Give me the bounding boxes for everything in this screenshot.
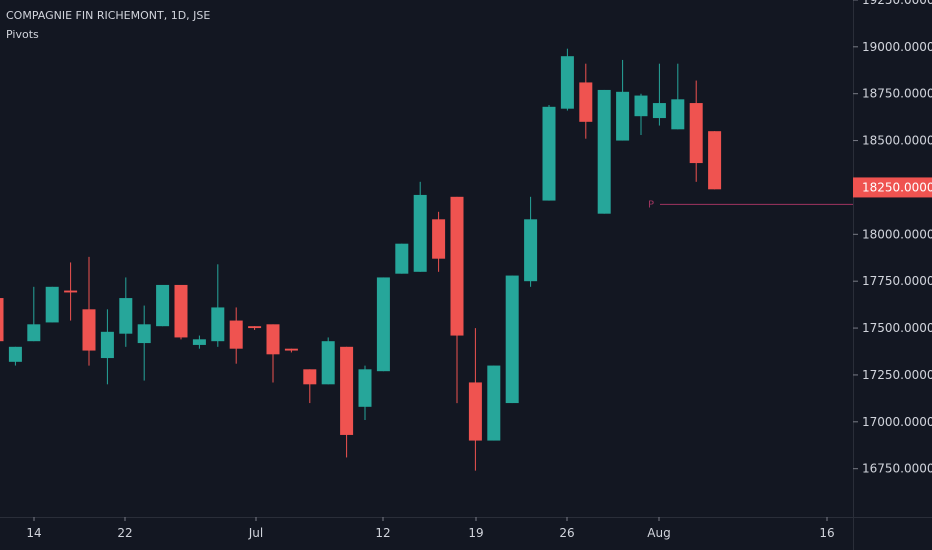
price-tick-label: 16750.0000 <box>862 462 932 476</box>
candle-down <box>432 219 446 259</box>
price-tick-label: 19000.0000 <box>862 40 932 54</box>
candle-up <box>395 243 409 274</box>
candle-up <box>634 95 648 117</box>
price-tick-label: 17750.0000 <box>862 274 932 288</box>
pivot-label: P <box>648 199 654 210</box>
price-tick-label: 18500.0000 <box>862 134 932 148</box>
time-tick-label: 26 <box>559 526 574 540</box>
candle-down <box>229 320 243 349</box>
time-tick-label: 12 <box>375 526 390 540</box>
candle-down <box>303 369 317 385</box>
candle-down <box>284 348 298 351</box>
candle-up <box>45 286 59 323</box>
candle-down <box>468 382 482 441</box>
candle-up <box>524 219 538 282</box>
price-tick-label: 19250.0000 <box>862 0 932 7</box>
candle-up <box>321 341 335 385</box>
candle-down <box>82 309 96 351</box>
candle-down <box>248 326 262 329</box>
price-tick-label: 18750.0000 <box>862 87 932 101</box>
time-tick-label: Aug <box>647 526 670 540</box>
candle-up <box>560 56 574 109</box>
candle-up <box>542 106 556 201</box>
candle-up <box>156 284 170 327</box>
indicator-label[interactable]: Pivots <box>6 28 39 41</box>
candle-down <box>174 284 188 338</box>
candle-up <box>192 339 206 345</box>
candle-up <box>597 89 611 214</box>
candle-down <box>266 324 280 355</box>
time-tick-label: Jul <box>248 526 263 540</box>
candle-up <box>100 331 114 359</box>
candle-down <box>64 290 78 293</box>
candle-down <box>450 196 464 336</box>
candle-up <box>413 194 427 272</box>
candle-down <box>579 82 593 122</box>
candle-up <box>8 346 22 362</box>
price-tick-label: 18000.0000 <box>862 227 932 241</box>
time-tick-label: 14 <box>26 526 41 540</box>
candle-up <box>616 91 630 141</box>
candle-down <box>0 298 4 342</box>
candle-up <box>137 324 151 344</box>
price-axis[interactable]: 16750.0000 17000.0000 17250.0000 17500.0000… <box>853 0 932 550</box>
candle-down <box>708 131 722 190</box>
time-axis[interactable]: 14 22 Jul 12 19 26 Aug 16 <box>0 517 932 540</box>
current-price-marker: 18250.0000 <box>853 177 932 198</box>
candle-down <box>689 103 703 164</box>
candle-up <box>671 99 685 130</box>
pivot-indicator: P <box>648 199 853 210</box>
current-price-label-bg <box>853 177 932 198</box>
candle-up <box>487 365 501 441</box>
price-tick-label: 17250.0000 <box>862 368 932 382</box>
current-price-label: 18250.0000 <box>862 180 932 194</box>
price-tick-label: 17500.0000 <box>862 321 932 335</box>
candle-up <box>376 277 390 372</box>
candle-up <box>358 369 372 407</box>
chart-title: COMPAGNIE FIN RICHEMONT, 1D, JSE <box>6 9 211 22</box>
candle-down <box>340 346 354 435</box>
price-tick-label: 17000.0000 <box>862 415 932 429</box>
candle-up <box>27 324 41 342</box>
candle-up <box>119 298 133 334</box>
time-tick-label: 16 <box>819 526 834 540</box>
candle-up <box>652 103 666 119</box>
time-tick-label: 22 <box>117 526 132 540</box>
candle-up <box>505 275 519 404</box>
candle-up <box>211 307 225 342</box>
candles-series <box>0 48 722 471</box>
time-tick-label: 19 <box>468 526 483 540</box>
